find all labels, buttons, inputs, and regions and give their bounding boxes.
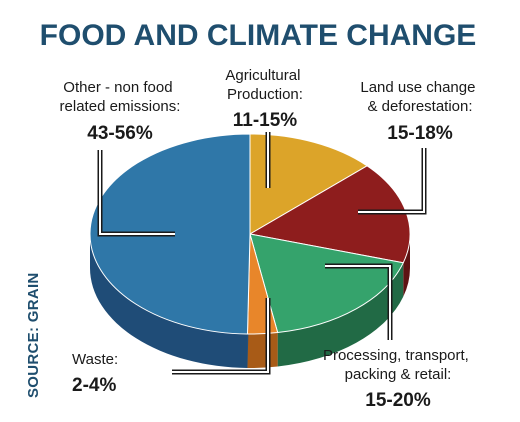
leader-line-inner-waste (172, 298, 269, 373)
slice-label-agri-line-1: Agricultural (225, 67, 300, 84)
label-group-waste: Waste: 2-4% (72, 351, 118, 396)
slice-label-other-line-1: Other - non food (63, 79, 172, 96)
slice-processing (249, 233, 404, 334)
label-group-agri: Agricultural Production: 11-15% (225, 67, 304, 131)
slice-label-waste: Waste: (72, 351, 118, 368)
leader-line-inner-processing (325, 265, 391, 340)
slice-label-agri: Agricultural Production: (225, 67, 304, 103)
label-group-processing: Processing, transport, packing & retail:… (323, 347, 473, 411)
label-group-other: Other - non food related emissions: 43-5… (60, 79, 181, 144)
slice-label-agri-line-2: Production: (227, 86, 303, 103)
slice-label-landuse: Land use change & deforestation: (360, 79, 479, 115)
leader-lines (97, 132, 427, 375)
slice-value-processing: 15-20% (365, 390, 431, 411)
slice-label-other: Other - non food related emissions: (60, 79, 181, 115)
slice-value-landuse: 15-18% (387, 123, 453, 144)
slice-label-processing: Processing, transport, packing & retail: (323, 347, 473, 383)
slice-side-other (90, 234, 248, 368)
leader-line-inner-other (99, 150, 175, 235)
slice-label-processing-line-1: Processing, transport, (323, 347, 469, 364)
slice-value-agri: 11-15% (233, 110, 298, 131)
label-group-landuse: Land use change & deforestation: 15-18% (360, 79, 479, 144)
slice-side-processing (277, 262, 404, 367)
chart-source: SOURCE: GRAIN (25, 272, 42, 398)
slice-agri (249, 133, 369, 235)
slice-label-other-line-2: related emissions: (60, 98, 181, 115)
pie-top (89, 133, 411, 335)
slice-side-waste (247, 332, 278, 368)
slice-value-other: 43-56% (87, 123, 153, 144)
chart-title: FOOD AND CLIMATE CHANGE (40, 19, 477, 52)
slice-label-landuse-line-2: & deforestation: (367, 98, 472, 115)
slice-label-processing-line-2: packing & retail: (345, 366, 452, 383)
slice-label-landuse-line-1: Land use change (360, 79, 475, 96)
leader-line-inner-landuse (358, 148, 425, 213)
slice-value-waste: 2-4% (72, 375, 116, 396)
